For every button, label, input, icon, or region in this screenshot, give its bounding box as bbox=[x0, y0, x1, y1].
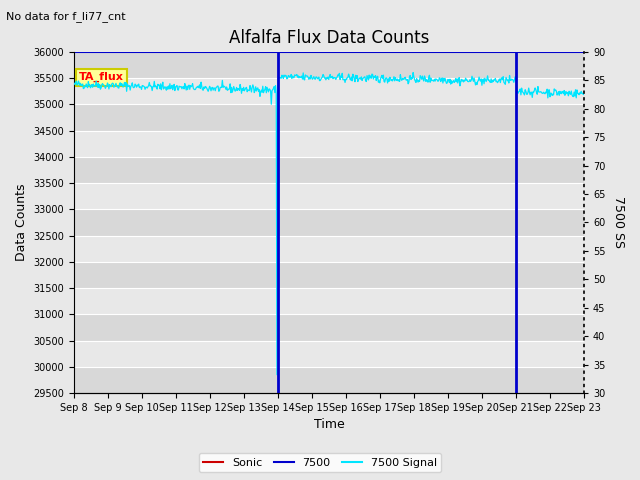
Bar bbox=[74, 183, 584, 209]
Bar bbox=[74, 52, 584, 78]
Legend: Sonic, 7500, 7500 Signal: Sonic, 7500, 7500 Signal bbox=[199, 453, 441, 472]
Bar bbox=[74, 367, 584, 393]
Bar bbox=[74, 157, 584, 183]
Bar bbox=[74, 209, 584, 236]
Bar bbox=[74, 236, 584, 262]
Bar bbox=[74, 288, 584, 314]
Bar bbox=[74, 314, 584, 341]
Bar bbox=[74, 262, 584, 288]
Y-axis label: Data Counts: Data Counts bbox=[15, 184, 28, 261]
Y-axis label: 7500 SS: 7500 SS bbox=[612, 196, 625, 249]
Bar bbox=[74, 131, 584, 157]
Text: No data for f_li77_cnt: No data for f_li77_cnt bbox=[6, 11, 126, 22]
Bar bbox=[74, 104, 584, 131]
X-axis label: Time: Time bbox=[314, 419, 344, 432]
Title: Alfalfa Flux Data Counts: Alfalfa Flux Data Counts bbox=[229, 29, 429, 48]
Bar bbox=[74, 341, 584, 367]
Bar bbox=[74, 78, 584, 104]
Text: TA_flux: TA_flux bbox=[79, 72, 124, 83]
